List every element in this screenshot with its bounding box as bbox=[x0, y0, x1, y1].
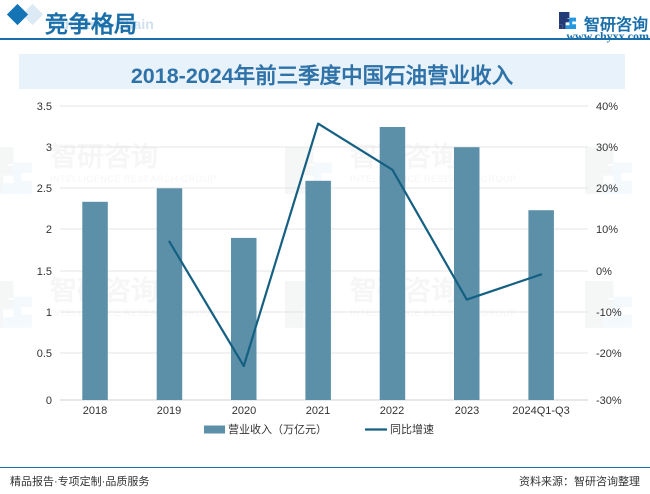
svg-text:-20%: -20% bbox=[596, 348, 622, 360]
svg-text:40%: 40% bbox=[596, 101, 618, 113]
svg-text:20%: 20% bbox=[596, 183, 618, 195]
svg-text:0%: 0% bbox=[596, 266, 612, 278]
svg-text:0: 0 bbox=[46, 395, 52, 407]
svg-text:2018: 2018 bbox=[83, 405, 107, 417]
svg-text:同比增速: 同比增速 bbox=[390, 422, 434, 436]
svg-text:2021: 2021 bbox=[306, 405, 330, 417]
svg-text:2: 2 bbox=[46, 224, 52, 236]
svg-text:30%: 30% bbox=[596, 142, 618, 154]
svg-text:2022: 2022 bbox=[380, 405, 404, 417]
svg-text:-30%: -30% bbox=[596, 395, 622, 407]
svg-text:10%: 10% bbox=[596, 224, 618, 236]
svg-text:0.5: 0.5 bbox=[37, 348, 52, 360]
svg-text:1: 1 bbox=[46, 307, 52, 319]
svg-text:2023: 2023 bbox=[455, 405, 479, 417]
svg-text:3.5: 3.5 bbox=[37, 101, 52, 113]
svg-text:2.5: 2.5 bbox=[37, 183, 52, 195]
svg-text:2019: 2019 bbox=[157, 405, 181, 417]
svg-text:2020: 2020 bbox=[232, 405, 256, 417]
svg-text:2024Q1-Q3: 2024Q1-Q3 bbox=[512, 405, 569, 417]
svg-text:1.5: 1.5 bbox=[37, 266, 52, 278]
svg-text:-10%: -10% bbox=[596, 307, 622, 319]
svg-text:3: 3 bbox=[46, 142, 52, 154]
svg-text:营业收入（万亿元）: 营业收入（万亿元） bbox=[228, 422, 327, 436]
